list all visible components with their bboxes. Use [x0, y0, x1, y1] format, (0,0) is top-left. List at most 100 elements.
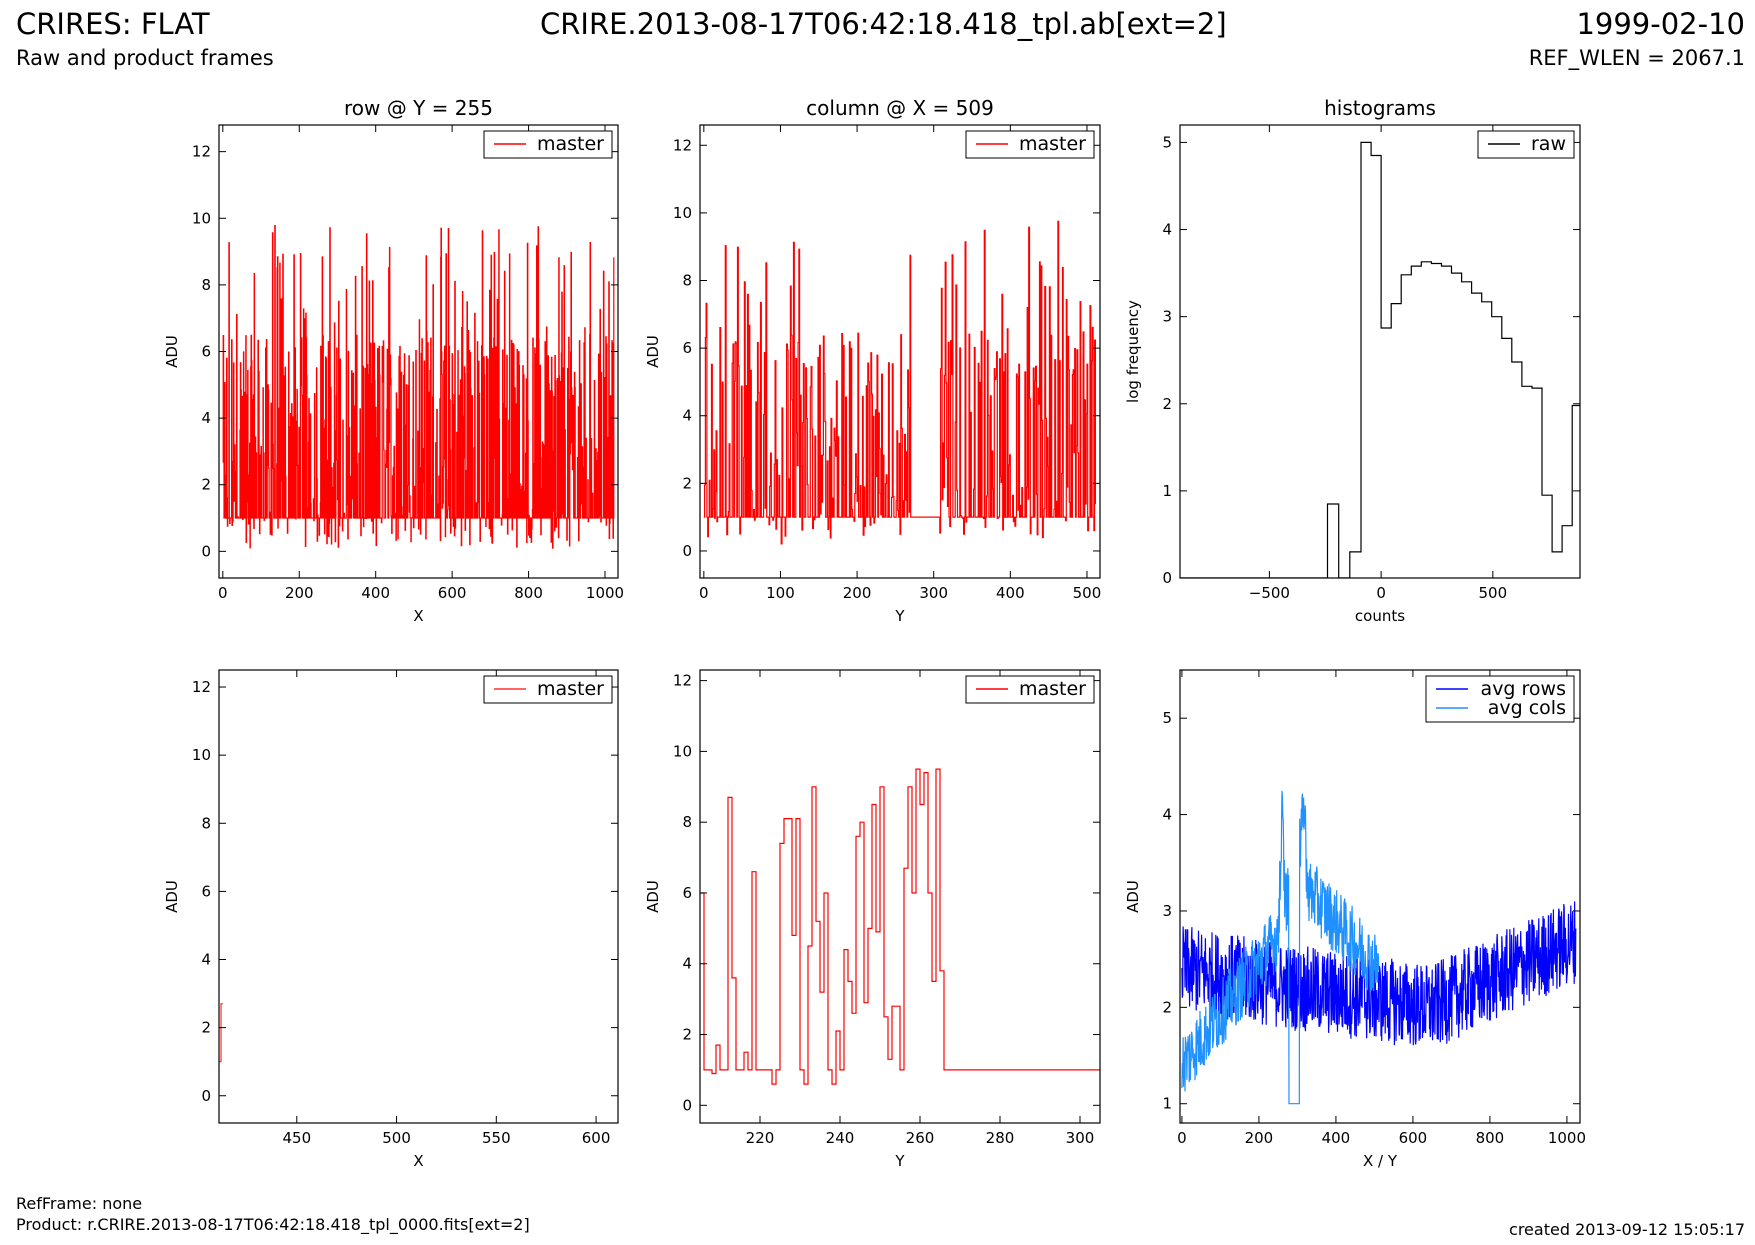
- y-tick-label: 12: [192, 143, 211, 161]
- legend: master: [483, 130, 613, 159]
- legend-label: avg rows: [1481, 678, 1566, 700]
- legend: master: [483, 675, 613, 704]
- y-tick-label: 1: [1162, 482, 1172, 500]
- y-axis-label: ADU: [1124, 880, 1142, 913]
- y-tick-label: 0: [1162, 569, 1172, 587]
- y-tick-label: 4: [682, 955, 692, 973]
- x-tick-label: 600: [582, 1129, 611, 1147]
- y-tick-label: 8: [682, 813, 692, 831]
- y-axis-label: ADU: [644, 335, 662, 368]
- x-tick-label: 0: [1177, 1129, 1187, 1147]
- plot-title: row @ Y = 255: [344, 96, 493, 120]
- y-tick-label: 4: [201, 409, 211, 427]
- x-tick-label: 200: [285, 584, 314, 602]
- y-tick-label: 12: [673, 136, 692, 154]
- x-tick-label: 500: [1073, 584, 1102, 602]
- y-tick-label: 0: [201, 542, 211, 560]
- figure-title: CRIRES: FLAT: [16, 7, 210, 41]
- x-tick-label: −500: [1249, 584, 1290, 602]
- y-tick-label: 0: [682, 1096, 692, 1114]
- y-tick-label: 0: [682, 542, 692, 560]
- series-group: [219, 1003, 223, 1063]
- legend-label: master: [537, 678, 604, 700]
- x-tick-label: 200: [1245, 1129, 1274, 1147]
- series-line-master: [703, 220, 1096, 545]
- series-line-raw: [1180, 141, 1580, 578]
- x-tick-label: 0: [699, 584, 709, 602]
- x-axis-label: X / Y: [1363, 1152, 1398, 1170]
- series-group: [1180, 141, 1580, 578]
- x-axis-label: X: [413, 1152, 423, 1170]
- row-plot: 0 200 400 600 800 1000 0 2 4 6 8 10 12 row @ Y = 255 X…: [163, 96, 624, 625]
- avg-plot: 0 200 400 600 800 1000 1 2 3 4 5 X / Y ADU avg rowsav…: [1124, 669, 1586, 1170]
- y-axis-label: ADU: [644, 880, 662, 913]
- x-tick-label: 300: [1066, 1129, 1095, 1147]
- y-tick-label: 0: [201, 1087, 211, 1105]
- product-label: Product: r.CRIRE.2013-08-17T06:42:18.418…: [16, 1215, 530, 1234]
- x-tick-label: 800: [1476, 1129, 1505, 1147]
- x-tick-label: 240: [826, 1129, 855, 1147]
- series-line-avg-cols: [1181, 790, 1380, 1105]
- y-tick-label: 8: [682, 272, 692, 290]
- x-tick-label: 280: [986, 1129, 1015, 1147]
- plot-title: column @ X = 509: [806, 96, 994, 120]
- plot-title: histograms: [1324, 96, 1436, 120]
- plot-frame: [1179, 124, 1581, 579]
- col-plot: 0 100 200 300 400 500 0 2 4 6 8 10 12 column @ X = 50…: [644, 96, 1101, 625]
- histogram-plot: −500 0 500 0 1 2 3 4 5 histograms counts log freque…: [1124, 96, 1581, 625]
- y-tick-label: 3: [1162, 308, 1172, 326]
- created-timestamp: created 2013-09-12 15:05:17: [1509, 1220, 1745, 1239]
- plot-frame: [699, 669, 1101, 1124]
- x-tick-label: 800: [514, 584, 543, 602]
- plot-frame: [218, 669, 619, 1124]
- x-tick-label: 400: [361, 584, 390, 602]
- y-tick-label: 4: [682, 407, 692, 425]
- reference-frame-label: RefFrame: none: [16, 1194, 143, 1213]
- y-axis-label: log frequency: [1124, 300, 1142, 403]
- legend: raw: [1477, 130, 1575, 159]
- x-tick-label: 550: [482, 1129, 511, 1147]
- y-tick-label: 2: [1162, 998, 1172, 1016]
- legend: master: [965, 130, 1095, 159]
- x-tick-label: 500: [382, 1129, 411, 1147]
- x-tick-label: 400: [996, 584, 1025, 602]
- x-axis-label: Y: [894, 1152, 905, 1170]
- x-tick-label: 220: [746, 1129, 775, 1147]
- legend-label: master: [1019, 133, 1086, 155]
- y-tick-label: 2: [201, 1019, 211, 1037]
- x-tick-label: 1000: [586, 584, 624, 602]
- file-title: CRIRE.2013-08-17T06:42:18.418_tpl.ab[ext…: [540, 7, 1227, 41]
- y-tick-label: 2: [201, 476, 211, 494]
- x-tick-label: 0: [218, 584, 228, 602]
- y-tick-label: 1: [1162, 1095, 1172, 1113]
- y-tick-label: 10: [192, 746, 211, 764]
- x-tick-label: 450: [282, 1129, 311, 1147]
- series-group: [700, 768, 1100, 1085]
- reference-wavelength: REF_WLEN = 2067.1: [1528, 46, 1745, 70]
- legend-label: master: [1019, 678, 1086, 700]
- y-tick-label: 8: [201, 814, 211, 832]
- x-tick-label: 200: [843, 584, 872, 602]
- series-group: [703, 220, 1096, 545]
- y-tick-label: 12: [192, 678, 211, 696]
- x-tick-label: 600: [438, 584, 467, 602]
- x-tick-label: 600: [1399, 1129, 1428, 1147]
- x-tick-label: 100: [766, 584, 795, 602]
- y-tick-label: 6: [201, 343, 211, 361]
- legend: master: [965, 675, 1095, 704]
- plot-frame: [1179, 669, 1581, 1124]
- y-tick-label: 12: [673, 672, 692, 690]
- y-axis-label: ADU: [163, 335, 181, 368]
- x-tick-label: 500: [1479, 584, 1508, 602]
- x-tick-label: 1000: [1548, 1129, 1586, 1147]
- y-tick-label: 4: [201, 951, 211, 969]
- x-tick-label: 0: [1376, 584, 1386, 602]
- row-zoom-plot: 450 500 550 600 0 2 4 6 8 10 12 X ADU master: [163, 669, 619, 1170]
- y-tick-label: 5: [1162, 709, 1172, 727]
- legend-box: [1425, 675, 1575, 723]
- x-tick-label: 400: [1322, 1129, 1351, 1147]
- y-tick-label: 4: [1162, 806, 1172, 824]
- x-axis-label: counts: [1355, 607, 1405, 625]
- x-axis-label: Y: [894, 607, 905, 625]
